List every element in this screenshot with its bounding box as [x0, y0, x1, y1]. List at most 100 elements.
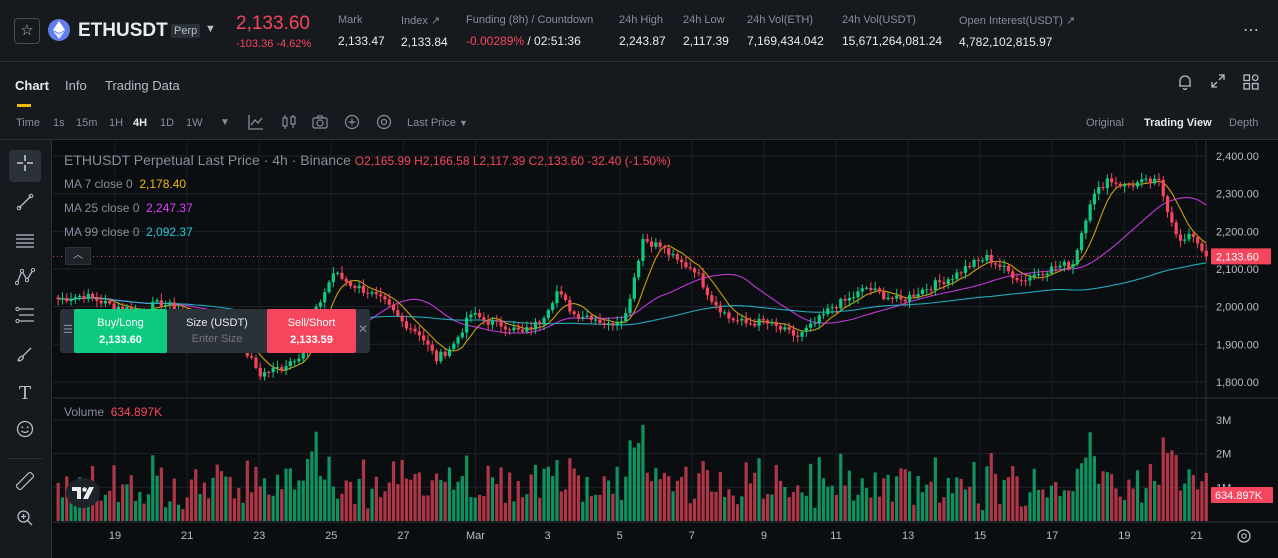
symbol-name[interactable]: ETHUSDT: [78, 20, 168, 41]
buy-long-button[interactable]: Buy/Long 2,133.60: [74, 309, 167, 353]
price-type-select[interactable]: Last Price ▼: [407, 117, 468, 129]
volume-bar: [989, 453, 993, 521]
emoji-icon[interactable]: [9, 416, 41, 448]
stat-value: 2,243.87: [619, 34, 666, 48]
interval-1h[interactable]: 1H: [109, 117, 124, 129]
sell-short-button[interactable]: Sell/Short 2,133.59: [267, 309, 356, 353]
horizontal-lines-icon[interactable]: [9, 228, 41, 260]
volume-bar: [185, 497, 189, 521]
candle-body: [271, 367, 275, 373]
trend-line-icon[interactable]: [9, 189, 41, 221]
volume-bar: [589, 495, 593, 521]
candle-body: [1058, 265, 1062, 268]
zoom-in-icon[interactable]: [9, 505, 41, 537]
collapse-legend-icon[interactable]: ︿: [65, 247, 91, 265]
ma99-legend[interactable]: MA 99 close 0 2,092.37: [64, 225, 193, 239]
stat-value: 15,671,264,081.24: [842, 34, 943, 48]
time-axis-label: 17: [1046, 530, 1058, 542]
volume-bar: [981, 510, 985, 521]
text-tool-icon[interactable]: T: [18, 383, 31, 404]
candle-body: [589, 315, 593, 320]
price-change-abs: -103.36: [236, 38, 274, 50]
candle-body: [1045, 273, 1049, 276]
candle-body: [740, 318, 744, 321]
view-trading-view[interactable]: Trading View: [1144, 117, 1212, 129]
volume-bar: [735, 504, 740, 521]
toolbar-divider: [8, 458, 42, 459]
volume-bar: [813, 507, 817, 521]
stat-open-interest[interactable]: Open Interest(USDT) ↗ 4,782,102,815.97: [959, 14, 1075, 49]
tab-info[interactable]: Info: [65, 78, 87, 93]
candle-body: [783, 327, 787, 330]
volume-bar: [1196, 489, 1200, 521]
volume-bar: [297, 480, 301, 521]
star-icon[interactable]: ☆: [14, 18, 40, 44]
interval-dropdown-icon[interactable]: ▼: [220, 117, 230, 128]
candle-body: [387, 299, 391, 305]
expand-icon[interactable]: [1211, 74, 1225, 92]
volume-bar: [1075, 468, 1079, 521]
interval-4h[interactable]: 4H: [133, 117, 148, 129]
candle-body: [619, 321, 624, 323]
contract-badge[interactable]: Perp: [171, 24, 201, 38]
ruler-icon[interactable]: [9, 468, 41, 500]
volume-bar: [1036, 489, 1041, 521]
volume-bar: [632, 447, 636, 521]
chevron-down-icon[interactable]: ▼: [205, 23, 216, 35]
volume-bar: [938, 502, 942, 521]
bell-icon[interactable]: [1178, 74, 1192, 94]
chart-settings-icon[interactable]: [1237, 529, 1251, 543]
volume-bar: [211, 477, 215, 521]
stat-value: 2,117.39: [683, 34, 729, 48]
interval-15m[interactable]: 15m: [76, 117, 98, 129]
ma25-value: 2,247.37: [146, 201, 193, 215]
candle-body: [774, 322, 778, 326]
crosshair-icon[interactable]: [9, 150, 41, 182]
close-icon[interactable]: ✕: [358, 322, 369, 336]
chart-toolbar: Time 1s 15m 1H 4H 1D 1W ▼ Last Price ▼ O…: [0, 108, 1278, 140]
candle-body: [981, 260, 985, 262]
tab-chart[interactable]: Chart: [15, 78, 49, 93]
stat-index[interactable]: Index ↗ 2,133.84: [401, 14, 448, 49]
interval-1d[interactable]: 1D: [160, 117, 175, 129]
volume-bar: [933, 457, 937, 521]
line-chart-icon[interactable]: [248, 114, 264, 133]
settings-icon[interactable]: [376, 114, 392, 133]
candle-body: [925, 289, 929, 291]
indicator-add-icon[interactable]: [344, 114, 360, 133]
volume-bar: [267, 494, 271, 521]
more-icon[interactable]: ⋯: [1243, 22, 1260, 39]
candle-body: [486, 320, 490, 325]
ma7-value: 2,178.40: [139, 177, 187, 191]
candle-type-icon[interactable]: [281, 114, 297, 133]
interval-1w[interactable]: 1W: [186, 117, 203, 129]
interval-1s[interactable]: 1s: [53, 117, 65, 129]
time-axis-label: 13: [902, 530, 914, 542]
pattern-icon[interactable]: [9, 264, 41, 296]
candle-body: [409, 328, 413, 330]
view-depth[interactable]: Depth: [1229, 117, 1259, 129]
candle-body: [804, 327, 808, 332]
fib-retracement-icon[interactable]: [9, 302, 41, 334]
candle-body: [1006, 265, 1011, 272]
size-input[interactable]: [172, 333, 262, 345]
stat-value: 2,133.47: [338, 34, 385, 48]
current-volume-label: 634.897K: [1215, 490, 1263, 502]
view-original[interactable]: Original: [1086, 117, 1124, 129]
ma25-legend[interactable]: MA 25 close 0 2,247.37: [64, 201, 193, 215]
volume-bar: [318, 476, 323, 521]
volume-legend[interactable]: Volume 634.897K: [64, 405, 162, 419]
volume-bar: [1110, 474, 1114, 521]
time-axis-label: 3: [545, 530, 551, 542]
layout-icon[interactable]: [1243, 74, 1259, 94]
tab-trading-data[interactable]: Trading Data: [105, 78, 180, 93]
ma7-legend[interactable]: MA 7 close 0 2,178.40: [64, 177, 186, 191]
candle-body: [172, 302, 176, 311]
candle-body: [959, 272, 963, 274]
brush-icon[interactable]: [9, 341, 41, 373]
camera-icon[interactable]: [312, 114, 328, 133]
candle-body: [985, 254, 989, 261]
drag-handle-icon[interactable]: ☰: [63, 324, 73, 336]
candle-body: [1196, 236, 1200, 244]
volume-bar: [116, 502, 120, 521]
